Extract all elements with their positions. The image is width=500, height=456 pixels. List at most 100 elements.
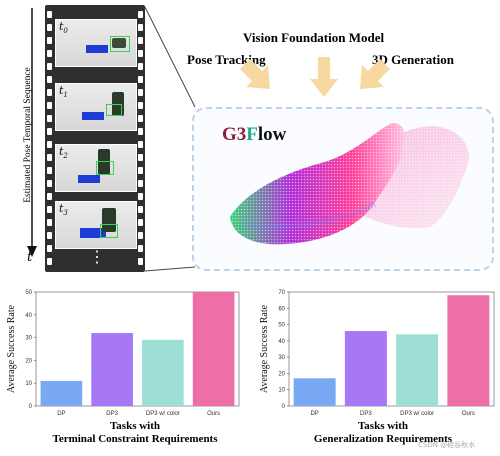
plot-frame bbox=[288, 291, 495, 407]
film-perforation bbox=[47, 232, 52, 239]
bar-dp bbox=[40, 380, 83, 406]
film-perforation bbox=[47, 50, 52, 57]
x-tick-label: DP3 w/ color bbox=[400, 411, 434, 417]
bar-chart-generalization: Average Success Rate 0 10 20 30 40 50 60 70 DP DP3… bbox=[259, 290, 495, 417]
film-perforation bbox=[47, 245, 52, 252]
film-perforation bbox=[138, 128, 143, 135]
film-perforation bbox=[47, 11, 52, 18]
film-frame-t0: t0 bbox=[55, 19, 137, 67]
y-tick-label: 0 bbox=[282, 404, 286, 410]
film-perforation bbox=[47, 141, 52, 148]
film-perforation bbox=[47, 115, 52, 122]
g3flow-logo: G3Flow bbox=[222, 124, 287, 145]
film-frame-t2: t2 bbox=[55, 144, 137, 192]
pose-bbox bbox=[106, 104, 122, 116]
front-shoe bbox=[230, 123, 405, 245]
blue-target bbox=[86, 45, 108, 53]
bar-ours bbox=[447, 295, 490, 406]
blue-target bbox=[82, 112, 104, 120]
flow-arrows bbox=[240, 57, 390, 97]
y-tick-label: 10 bbox=[278, 388, 285, 394]
film-perforation bbox=[47, 63, 52, 70]
bar-dp bbox=[293, 378, 336, 406]
time-variable-t: t bbox=[27, 250, 33, 265]
film-perforation bbox=[47, 258, 52, 265]
chart-title-generalization: Tasks with Generalization Requirements bbox=[278, 420, 488, 446]
film-perforation bbox=[47, 219, 52, 226]
blue-target bbox=[80, 228, 106, 238]
y-tick-label: 40 bbox=[25, 313, 32, 319]
arrow-3d-generation bbox=[360, 59, 390, 89]
3d-generation-label: 3D Generation bbox=[372, 52, 454, 67]
y-tick-label: 30 bbox=[278, 355, 285, 361]
frame-label: t3 bbox=[59, 202, 68, 218]
bar-dp3 bbox=[344, 331, 387, 406]
vision-foundation-model-title: Vision Foundation Model bbox=[243, 30, 385, 45]
film-perforation bbox=[138, 232, 143, 239]
temporal-axis-arrow bbox=[27, 8, 37, 257]
y-tick-label: 0 bbox=[29, 404, 33, 410]
film-perforation bbox=[138, 11, 143, 18]
bar-dp3-w-color bbox=[142, 339, 184, 406]
film-frame-t3: t3 bbox=[55, 201, 137, 249]
blue-target bbox=[78, 175, 100, 183]
arrow-center bbox=[310, 57, 338, 97]
bar-ours bbox=[192, 292, 235, 406]
film-perforation bbox=[138, 115, 143, 122]
frame-label: t2 bbox=[59, 145, 68, 161]
y-tick-label: 50 bbox=[278, 323, 285, 329]
x-tick-label: DP3 w/ color bbox=[146, 411, 180, 417]
film-perforation bbox=[138, 76, 143, 83]
film-perforation bbox=[138, 24, 143, 31]
film-perforation bbox=[138, 180, 143, 187]
film-perforation bbox=[47, 206, 52, 213]
film-perforation bbox=[47, 167, 52, 174]
pose-bbox bbox=[100, 224, 118, 238]
y-tick-label: 30 bbox=[25, 336, 32, 342]
y-tick-label: 40 bbox=[278, 339, 285, 345]
film-perforation bbox=[47, 89, 52, 96]
film-perforation bbox=[138, 219, 143, 226]
film-perforation bbox=[138, 245, 143, 252]
shoe-point-cloud bbox=[230, 123, 469, 245]
x-tick-label: Ours bbox=[207, 411, 220, 417]
x-tick-label: DP3 bbox=[106, 411, 118, 417]
temporal-axis-label: Estimated Pose Temporal Sequence bbox=[23, 67, 33, 203]
chart-title-line1: Tasks with bbox=[109, 420, 161, 432]
frame-label: t1 bbox=[59, 84, 68, 100]
zoom-connector bbox=[145, 6, 196, 272]
chart-title-line2: Terminal Constraint Requirements bbox=[52, 433, 218, 445]
film-perforation bbox=[47, 76, 52, 83]
film-perforation bbox=[138, 141, 143, 148]
bar-dp3 bbox=[91, 333, 133, 406]
film-ellipsis: ⋮ bbox=[89, 247, 105, 266]
film-perforation bbox=[47, 37, 52, 44]
frame-label: t0 bbox=[59, 20, 68, 36]
x-tick-label: Ours bbox=[462, 411, 475, 417]
y-tick-label: 20 bbox=[25, 358, 32, 364]
chart-title-line1: Tasks with bbox=[357, 420, 409, 432]
watermark: CSDN @硅谷秋水 bbox=[418, 441, 476, 449]
plot-frame bbox=[35, 291, 240, 407]
film-perforation bbox=[138, 193, 143, 200]
filmstrip: t0 t1 t2 t3 ⋮ bbox=[45, 5, 145, 272]
y-tick-label: 50 bbox=[25, 290, 32, 296]
y-tick-label: 10 bbox=[25, 381, 32, 387]
film-perforation bbox=[138, 37, 143, 44]
film-frame-t1: t1 bbox=[55, 83, 137, 131]
bar-chart-terminal-constraint: Average Success Rate 0 10 20 30 40 50 DP DP3 DP3 … bbox=[6, 290, 240, 417]
film-perforation bbox=[138, 89, 143, 96]
y-tick-label: 70 bbox=[278, 290, 285, 296]
film-perforation bbox=[138, 154, 143, 161]
film-perforation bbox=[47, 154, 52, 161]
robot-arm bbox=[98, 149, 110, 175]
film-perforation bbox=[138, 206, 143, 213]
pose-bbox bbox=[96, 161, 114, 175]
pose-bbox bbox=[110, 36, 130, 52]
film-perforation bbox=[138, 258, 143, 265]
y-tick-label: 20 bbox=[278, 371, 285, 377]
film-perforation bbox=[47, 24, 52, 31]
arrow-pose-tracking bbox=[240, 59, 270, 89]
y-tick-label: 60 bbox=[278, 306, 285, 312]
film-perforation bbox=[138, 50, 143, 57]
